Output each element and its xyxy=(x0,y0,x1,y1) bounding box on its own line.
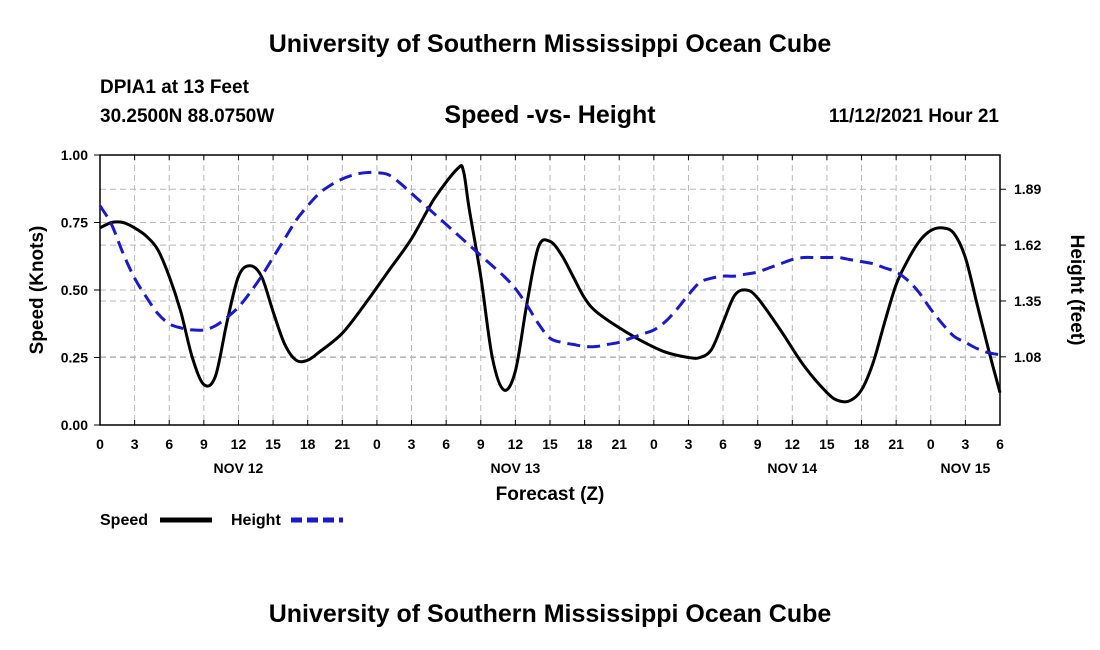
x-day-label: NOV 15 xyxy=(940,460,990,476)
x-tick-label: 6 xyxy=(442,436,450,452)
y-left-tick-label: 1.00 xyxy=(61,147,88,163)
x-tick-label: 0 xyxy=(373,436,381,452)
axis-ticks: 0 3 6 9 12 15 18 21 0 3 6 9 12 15 18 21 0 3 6 9 12 15 18 21 0 3 6N… xyxy=(61,147,1042,476)
coordinates-label: 30.2500N 88.0750W xyxy=(100,106,275,127)
legend: Speed Height xyxy=(100,512,343,529)
x-tick-label: 9 xyxy=(200,436,208,452)
x-tick-label: 0 xyxy=(927,436,935,452)
x-tick-label: 3 xyxy=(685,436,693,452)
x-tick-label: 9 xyxy=(754,436,762,452)
x-tick-label: 0 xyxy=(96,436,104,452)
x-tick-label: 6 xyxy=(719,436,727,452)
legend-speed-label: Speed xyxy=(100,512,148,529)
x-tick-label: 12 xyxy=(785,436,801,452)
x-tick-label: 21 xyxy=(335,436,351,452)
x-day-label: NOV 14 xyxy=(767,460,817,476)
y-axis-right-label: Height (feet) xyxy=(1066,235,1087,346)
y-left-tick-label: 0.00 xyxy=(61,417,88,433)
y-left-tick-label: 0.75 xyxy=(61,215,88,231)
x-tick-label: 0 xyxy=(650,436,658,452)
datetime-label: 11/12/2021 Hour 21 xyxy=(828,106,999,127)
y-left-tick-label: 0.50 xyxy=(61,282,88,298)
x-tick-label: 6 xyxy=(996,436,1004,452)
y-right-tick-label: 1.35 xyxy=(1014,293,1041,309)
grid xyxy=(100,155,1000,425)
y-axis-left-label: Speed (Knots) xyxy=(27,226,48,355)
x-tick-label: 18 xyxy=(577,436,593,452)
x-tick-label: 9 xyxy=(477,436,485,452)
x-tick-label: 12 xyxy=(231,436,247,452)
x-tick-label: 6 xyxy=(165,436,173,452)
x-axis-label: Forecast (Z) xyxy=(496,484,605,505)
x-day-label: NOV 12 xyxy=(214,460,264,476)
series-line-height xyxy=(98,170,1001,357)
x-tick-label: 12 xyxy=(508,436,524,452)
y-right-tick-label: 1.08 xyxy=(1014,349,1041,365)
series-line-speed xyxy=(99,164,1002,404)
y-right-tick-label: 1.89 xyxy=(1014,181,1041,197)
x-tick-label: 21 xyxy=(888,436,904,452)
x-tick-label: 3 xyxy=(961,436,969,452)
page-title: University of Southern Mississippi Ocean… xyxy=(268,30,832,58)
x-tick-label: 18 xyxy=(300,436,316,452)
x-tick-label: 3 xyxy=(131,436,139,452)
series xyxy=(98,164,1002,404)
x-tick-label: 3 xyxy=(408,436,416,452)
y-right-tick-label: 1.62 xyxy=(1014,237,1041,253)
x-tick-label: 15 xyxy=(542,436,558,452)
station-label: DPIA1 at 13 Feet xyxy=(100,77,249,98)
x-tick-label: 18 xyxy=(854,436,870,452)
footer-title: University of Southern Mississippi Ocean… xyxy=(268,600,832,628)
chart-subtitle: Speed -vs- Height xyxy=(444,101,656,129)
x-tick-label: 15 xyxy=(819,436,835,452)
x-tick-label: 21 xyxy=(611,436,627,452)
x-tick-label: 15 xyxy=(265,436,281,452)
legend-height-label: Height xyxy=(231,512,281,529)
x-day-label: NOV 13 xyxy=(490,460,540,476)
y-left-tick-label: 0.25 xyxy=(61,350,88,366)
